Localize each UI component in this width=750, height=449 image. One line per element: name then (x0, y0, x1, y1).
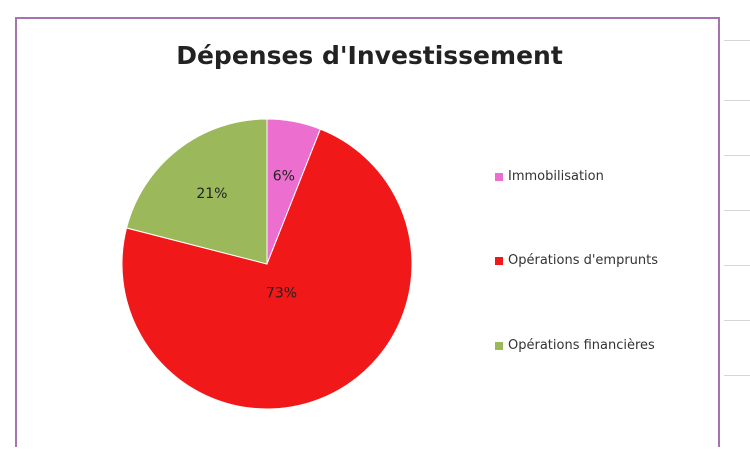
grid-line (724, 265, 750, 266)
chart-area[interactable]: Dépenses d'Investissement 6% 73% 21% Immob… (15, 17, 720, 447)
legend-item-1: Immobilisation (495, 169, 604, 184)
data-label-3: 21% (196, 186, 227, 202)
grid-line (724, 375, 750, 376)
grid-line (724, 40, 750, 41)
legend-swatch-1 (495, 172, 503, 181)
legend-item-2: Opérations d'emprunts (495, 253, 658, 268)
pie-slice-3[interactable] (125, 118, 268, 265)
grid-line (724, 320, 750, 321)
legend-label-2: Opérations d'emprunts (508, 253, 659, 268)
pie-slice-2[interactable] (121, 128, 413, 410)
spreadsheet-background: Dépenses d'Investissement 6% 73% 21% Immob… (15, 17, 750, 447)
grid-line (724, 155, 750, 156)
legend-swatch-3 (495, 341, 503, 350)
pie-chart: 6% 73% 21% (121, 118, 413, 410)
legend-item-3: Opérations financières (495, 338, 655, 353)
legend-swatch-2 (495, 256, 503, 265)
legend-label-1: Immobilisation (508, 169, 604, 184)
data-label-1: 6% (273, 169, 295, 185)
legend-label-3: Opérations financières (508, 338, 655, 353)
data-label-2: 73% (266, 285, 297, 301)
grid-line (724, 100, 750, 101)
grid-line (724, 210, 750, 211)
chart-title: Dépenses d'Investissement (176, 41, 563, 70)
